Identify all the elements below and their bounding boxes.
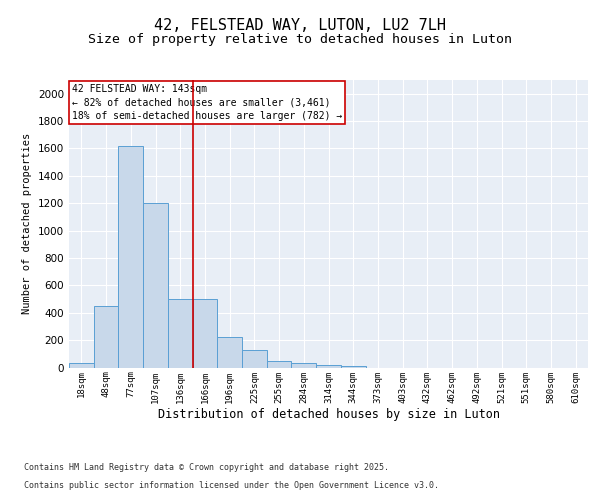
Bar [267,360,292,368]
Text: 42 FELSTEAD WAY: 143sqm
← 82% of detached houses are smaller (3,461)
18% of semi: 42 FELSTEAD WAY: 143sqm ← 82% of detache… [71,84,342,120]
Text: 42, FELSTEAD WAY, LUTON, LU2 7LH: 42, FELSTEAD WAY, LUTON, LU2 7LH [154,18,446,32]
Bar [341,366,365,368]
X-axis label: Distribution of detached houses by size in Luton: Distribution of detached houses by size … [157,408,499,421]
Bar [118,146,143,368]
Bar [242,350,267,368]
Bar [193,299,217,368]
Text: Contains public sector information licensed under the Open Government Licence v3: Contains public sector information licen… [24,481,439,490]
Text: Contains HM Land Registry data © Crown copyright and database right 2025.: Contains HM Land Registry data © Crown c… [24,464,389,472]
Bar [94,306,118,368]
Bar [292,364,316,368]
Bar [217,338,242,368]
Bar [69,364,94,368]
Text: Size of property relative to detached houses in Luton: Size of property relative to detached ho… [88,32,512,46]
Y-axis label: Number of detached properties: Number of detached properties [22,133,32,314]
Bar [168,299,193,368]
Bar [143,203,168,368]
Bar [316,366,341,368]
